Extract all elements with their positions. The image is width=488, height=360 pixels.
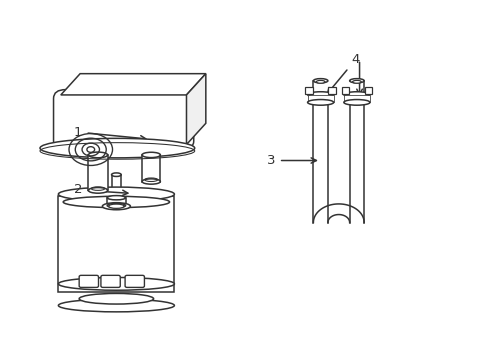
Ellipse shape	[352, 80, 361, 83]
Bar	[327, 87, 335, 94]
Ellipse shape	[107, 203, 125, 208]
Bar	[307, 95, 333, 102]
Ellipse shape	[142, 152, 160, 158]
Ellipse shape	[313, 78, 327, 83]
FancyBboxPatch shape	[88, 155, 107, 190]
Ellipse shape	[142, 179, 160, 184]
FancyBboxPatch shape	[79, 275, 98, 287]
Bar	[305, 87, 312, 94]
Ellipse shape	[40, 138, 194, 158]
Ellipse shape	[58, 187, 174, 201]
Bar	[364, 87, 371, 94]
Bar	[341, 87, 348, 94]
Ellipse shape	[58, 299, 174, 312]
Ellipse shape	[107, 195, 125, 200]
Ellipse shape	[349, 78, 364, 83]
Bar	[111, 175, 121, 198]
Ellipse shape	[88, 152, 107, 158]
Text: 1: 1	[74, 126, 145, 141]
FancyBboxPatch shape	[53, 90, 193, 150]
FancyBboxPatch shape	[142, 155, 160, 181]
Ellipse shape	[108, 204, 124, 208]
FancyBboxPatch shape	[125, 275, 144, 287]
Bar	[343, 95, 369, 102]
Ellipse shape	[79, 293, 153, 304]
Ellipse shape	[343, 92, 369, 98]
FancyBboxPatch shape	[101, 275, 120, 287]
Bar	[107, 198, 125, 206]
Ellipse shape	[58, 278, 174, 290]
Ellipse shape	[111, 173, 121, 176]
Bar	[58, 196, 174, 292]
Ellipse shape	[102, 203, 130, 210]
Polygon shape	[61, 74, 205, 95]
Text: 2: 2	[74, 184, 127, 197]
Ellipse shape	[88, 188, 107, 193]
Ellipse shape	[63, 196, 169, 208]
Ellipse shape	[307, 92, 333, 98]
Ellipse shape	[307, 100, 333, 105]
Ellipse shape	[316, 80, 325, 83]
Polygon shape	[186, 74, 205, 145]
Text: 4: 4	[327, 53, 359, 93]
Text: 3: 3	[267, 154, 316, 167]
Ellipse shape	[343, 100, 369, 105]
